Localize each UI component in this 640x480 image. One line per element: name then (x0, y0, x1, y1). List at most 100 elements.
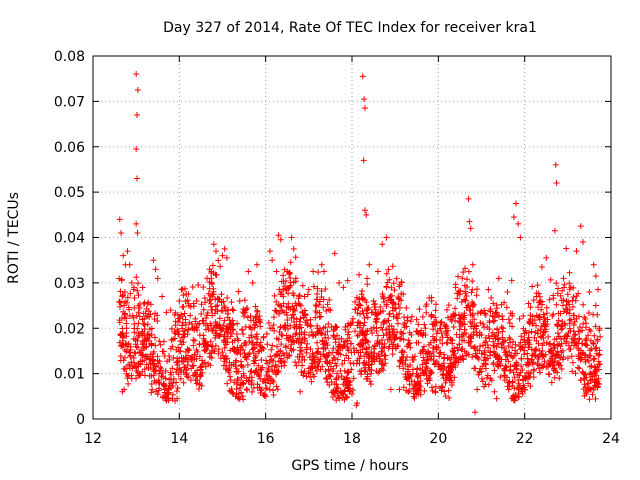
data-point (469, 303, 476, 310)
data-point (484, 372, 491, 379)
data-point (135, 292, 142, 299)
data-point (333, 381, 340, 388)
data-point (556, 375, 563, 382)
data-point (275, 336, 282, 343)
data-point (269, 325, 276, 332)
data-point (307, 316, 314, 323)
data-point (395, 301, 402, 308)
grid (93, 56, 611, 419)
data-point (152, 310, 159, 317)
data-point (454, 344, 461, 351)
data-point (543, 254, 550, 261)
data-point (453, 357, 460, 364)
data-point (229, 338, 236, 345)
data-point (184, 331, 191, 338)
data-point (248, 334, 255, 341)
data-point (386, 276, 393, 283)
data-point (361, 96, 368, 103)
data-point (228, 330, 235, 337)
data-point (465, 195, 472, 202)
data-point (591, 332, 598, 339)
data-point (388, 323, 395, 330)
data-point (429, 333, 436, 340)
data-point (580, 320, 587, 327)
data-point (117, 342, 124, 349)
data-point (362, 368, 369, 375)
data-point (173, 388, 180, 395)
data-point (536, 297, 543, 304)
data-point (438, 330, 445, 337)
data-point (131, 284, 138, 291)
y-tick-label: 0 (76, 412, 85, 428)
data-point (180, 355, 187, 362)
data-point (310, 268, 317, 275)
data-point (290, 245, 297, 252)
data-point (366, 366, 373, 373)
data-point (504, 383, 511, 390)
data-point (180, 379, 187, 386)
data-point (452, 284, 459, 291)
data-point (572, 331, 579, 338)
data-point (592, 323, 599, 330)
data-point (218, 291, 225, 298)
data-point (451, 374, 458, 381)
data-point (551, 342, 558, 349)
data-point (266, 386, 273, 393)
data-point (364, 314, 371, 321)
data-point (581, 381, 588, 388)
data-point (354, 332, 361, 339)
data-point (157, 341, 164, 348)
data-point (592, 302, 599, 309)
data-point (221, 331, 228, 338)
data-point (248, 326, 255, 333)
data-point (448, 356, 455, 363)
data-point (541, 314, 548, 321)
data-point (442, 379, 449, 386)
data-point (308, 329, 315, 336)
data-point (143, 361, 150, 368)
data-point (473, 292, 480, 299)
data-point (456, 334, 463, 341)
data-point (573, 248, 580, 255)
data-point (396, 296, 403, 303)
data-point (279, 350, 286, 357)
data-point (520, 312, 527, 319)
data-point (220, 298, 227, 305)
data-point (489, 329, 496, 336)
data-point (124, 343, 131, 350)
data-point (535, 327, 542, 334)
data-point (328, 378, 335, 385)
data-point (557, 343, 564, 350)
data-point (117, 357, 124, 364)
data-point (193, 347, 200, 354)
data-point (355, 319, 362, 326)
data-point (334, 356, 341, 363)
data-point (559, 287, 566, 294)
data-point (411, 382, 418, 389)
data-point (318, 261, 325, 268)
data-point (491, 388, 498, 395)
data-point (398, 290, 405, 297)
data-point (398, 357, 405, 364)
data-point (396, 386, 403, 393)
data-point (383, 326, 390, 333)
data-point (510, 338, 517, 345)
data-point (471, 345, 478, 352)
data-point (364, 338, 371, 345)
data-point (463, 292, 470, 299)
data-point (121, 302, 128, 309)
data-point (554, 369, 561, 376)
data-point (302, 310, 309, 317)
data-point (217, 325, 224, 332)
data-point (310, 371, 317, 378)
data-point (139, 328, 146, 335)
data-point (465, 268, 472, 275)
data-point (251, 369, 258, 376)
data-point (241, 350, 248, 357)
data-point (293, 362, 300, 369)
data-point (587, 327, 594, 334)
data-point (318, 288, 325, 295)
data-point (196, 353, 203, 360)
data-point (287, 274, 294, 281)
data-point (279, 332, 286, 339)
